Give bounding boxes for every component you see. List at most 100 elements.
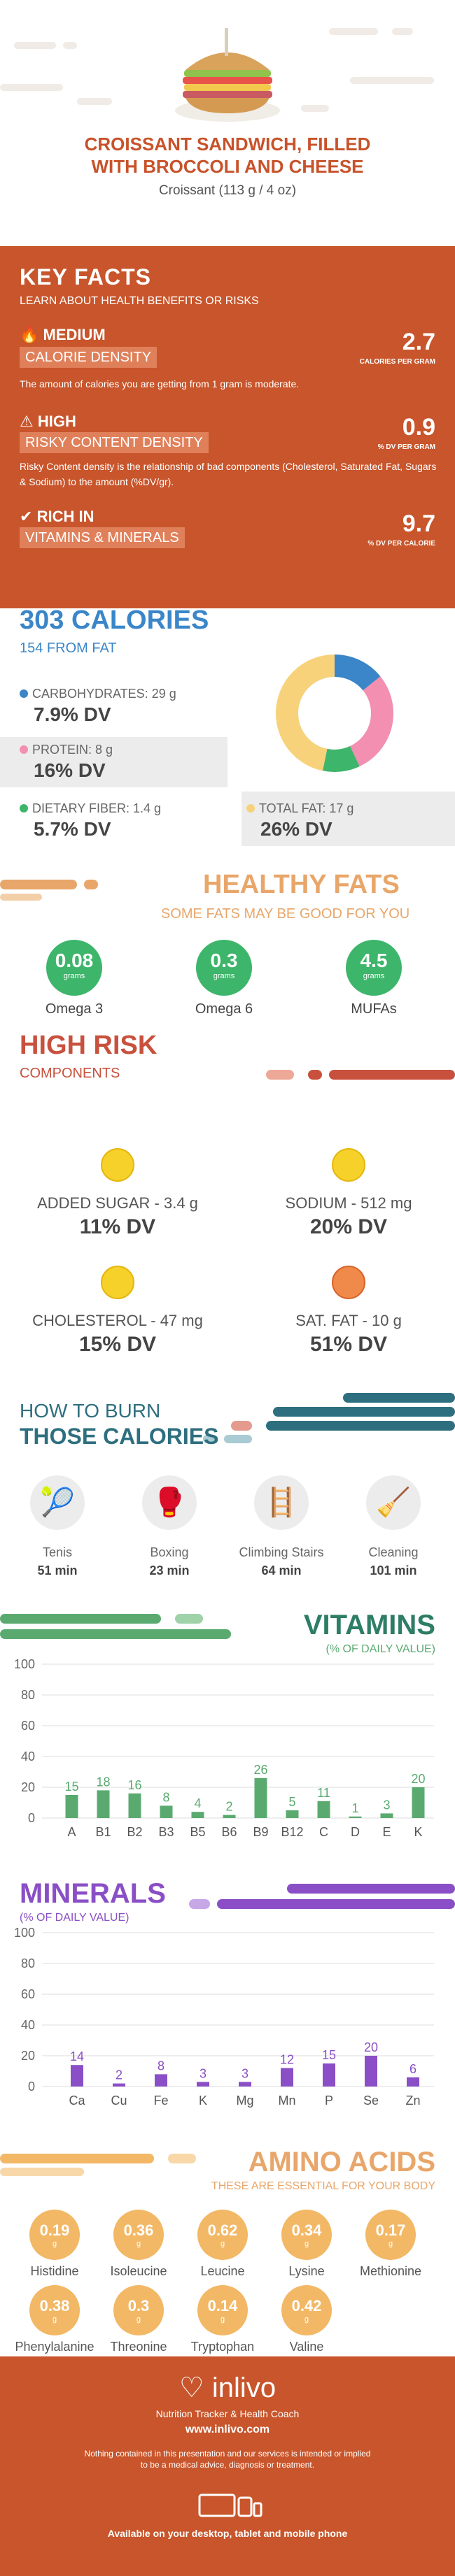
fat-value: 4.5 [360, 950, 388, 971]
sad-face-icon [332, 1266, 365, 1299]
fiber-label: DIETARY FIBER: 1.4 g [20, 801, 161, 816]
footer-url[interactable]: www.inlivo.com [185, 2424, 270, 2435]
mineral-bar-Mg [239, 2082, 251, 2087]
risky-content-unit: % DV PER GRAM [377, 443, 435, 451]
amino-value: 0.42 [291, 2297, 322, 2314]
mineral-category-label: Fe [153, 2094, 168, 2108]
fat-value: 0.08 [55, 950, 94, 971]
mineral-category-label: Mg [236, 2094, 253, 2108]
amino-circle-4: 0.17 g [365, 2210, 416, 2260]
calorie-level-text: MEDIUM [43, 326, 106, 343]
y-tick-label: 0 [28, 1811, 35, 1825]
amino-circle-0: 0.19 g [29, 2210, 80, 2260]
y-tick-label: 40 [21, 1749, 35, 1763]
fat-unit: grams [63, 972, 85, 980]
mineral-category-label: Zn [405, 2094, 420, 2108]
key-facts-section: KEY FACTS LEARN ABOUT HEALTH BENEFITS OR… [0, 246, 455, 608]
amino-unit: g [136, 2315, 141, 2324]
vitamin-value-label: 1 [351, 1801, 358, 1815]
calories-from-fat: 154 FROM FAT [20, 641, 117, 656]
vitamins-bar-chart: 0 20 40 60 80 100 15 A 18 B1 16 B2 8 B3 4 B5 2 B6 26 B9 5 B12… [14, 1657, 434, 1839]
vitamin-value-label: 2 [225, 1800, 232, 1814]
burn-decor [203, 1393, 455, 1443]
mineral-bar-Zn [407, 2077, 419, 2087]
y-tick-label: 20 [21, 2049, 35, 2063]
footer: ♡ inlivo Nutrition Tracker & Health Coac… [0, 2356, 455, 2576]
mineral-category-label: Ca [69, 2094, 85, 2108]
cleaner-icon: 🧹 [366, 1475, 421, 1530]
vitamins-title: VITAMINS [303, 1610, 435, 1640]
vitamin-value-label: 26 [253, 1763, 267, 1777]
amino-unit: g [304, 2315, 309, 2324]
risk-dv-0: 11% DV [79, 1215, 156, 1238]
mineral-bar-Ca [71, 2065, 83, 2087]
fat-dot-icon [246, 804, 255, 813]
vitamins-minerals-label: VITAMINS & MINERALS [20, 527, 185, 548]
fat-circle-0: 0.08 grams [46, 940, 102, 996]
vitamin-category-label: B12 [281, 1825, 303, 1839]
vitamin-value-label: 18 [96, 1775, 110, 1789]
amino-name-2: Leucine [200, 2264, 245, 2278]
calories-title: 303 CALORIES [20, 606, 209, 635]
inlivo-logo: ♡ inlivo [0, 2372, 455, 2404]
y-tick-label: 80 [21, 1956, 35, 1970]
amino-decor [0, 2154, 196, 2176]
healthy-fats-subtitle: SOME FATS MAY BE GOOD FOR YOU [161, 906, 410, 922]
fat-circle-2: 4.5 grams [346, 940, 402, 996]
vitamin-value-label: 15 [64, 1780, 78, 1794]
risk-label-3: SAT. FAT - 10 g [295, 1312, 402, 1329]
vitamin-bar-B2 [128, 1793, 141, 1818]
amino-name-7: Tryptophan [190, 2340, 255, 2354]
amino-unit: g [220, 2315, 225, 2324]
amino-unit: g [52, 2240, 57, 2248]
boxer-icon: 🥊 [142, 1475, 197, 1530]
vitamin-bar-B6 [223, 1815, 236, 1818]
title-line-2: WITH BROCCOLI AND CHEESE [91, 156, 364, 177]
footer-tagline: Nutrition Tracker & Health Coach [155, 2408, 300, 2419]
vitamin-category-label: E [382, 1825, 391, 1839]
activity-name-1: Boxing [150, 1545, 189, 1559]
fat-circle-1: 0.3 grams [196, 940, 252, 996]
title-line-1: CROISSANT SANDWICH, FILLED [84, 134, 371, 155]
vitamin-category-label: B2 [127, 1825, 142, 1839]
activity-glyph: 🎾 [40, 1487, 75, 1518]
fat-name-1: Omega 6 [195, 1001, 253, 1017]
amino-circle-7: 0.14 g [197, 2285, 248, 2335]
fat-name-2: MUFAs [351, 1001, 397, 1017]
minerals-bar-chart: 0 20 40 60 80 100 14 Ca 2 Cu 8 Fe 3 K 3 Mg 12 Mn 15 P 20 Se 6 Z… [14, 1926, 434, 2108]
vitamins-subtitle: (% OF DAILY VALUE) [326, 1643, 435, 1655]
vitamin-value-label: 11 [317, 1786, 330, 1800]
fat-label: TOTAL FAT: 17 g [246, 801, 354, 816]
happy-face-icon [101, 1148, 134, 1182]
vitamin-value-label: 8 [162, 1790, 169, 1804]
vitamin-value-label: 20 [411, 1772, 425, 1786]
rich-level-text: RICH IN [36, 508, 94, 525]
rich-value: 9.7 [402, 510, 435, 537]
high-risk-decor [266, 1070, 455, 1080]
vitamin-category-label: B1 [95, 1825, 111, 1839]
y-tick-label: 60 [21, 1987, 35, 2001]
fat-unit: grams [363, 972, 385, 980]
amino-unit: g [136, 2240, 141, 2248]
amino-value: 0.38 [39, 2297, 70, 2314]
fiber-dv: 5.7% DV [34, 818, 111, 840]
risk-dv-3: 51% DV [309, 1333, 388, 1356]
risky-content-desc: Risky Content density is the relationshi… [20, 461, 437, 487]
mineral-value-label: 12 [280, 2053, 294, 2067]
amino-name-1: Isoleucine [110, 2264, 167, 2278]
mineral-value-label: 3 [241, 2066, 248, 2080]
mineral-bar-Se [365, 2056, 377, 2087]
y-tick-label: 100 [14, 1926, 35, 1940]
donut-slice-protein [276, 654, 393, 772]
rich-level: ✔ RICH IN [20, 508, 94, 526]
activity-minutes-0: 51 min [37, 1564, 78, 1577]
minerals-subtitle: (% OF DAILY VALUE) [20, 1912, 130, 1924]
calorie-density-unit: CALORIES PER GRAM [359, 358, 435, 366]
donut-slice-fiber [276, 654, 393, 772]
amino-circle-8: 0.42 g [281, 2285, 332, 2335]
activity-glyph: 🧹 [376, 1487, 411, 1518]
disclaimer-line-2: to be a medical advice, diagnosis or tre… [140, 2460, 315, 2470]
calorie-density-desc: The amount of calories you are getting f… [20, 378, 300, 389]
brand-name: inlivo [211, 2373, 276, 2403]
vitamin-value-label: 4 [194, 1796, 201, 1810]
